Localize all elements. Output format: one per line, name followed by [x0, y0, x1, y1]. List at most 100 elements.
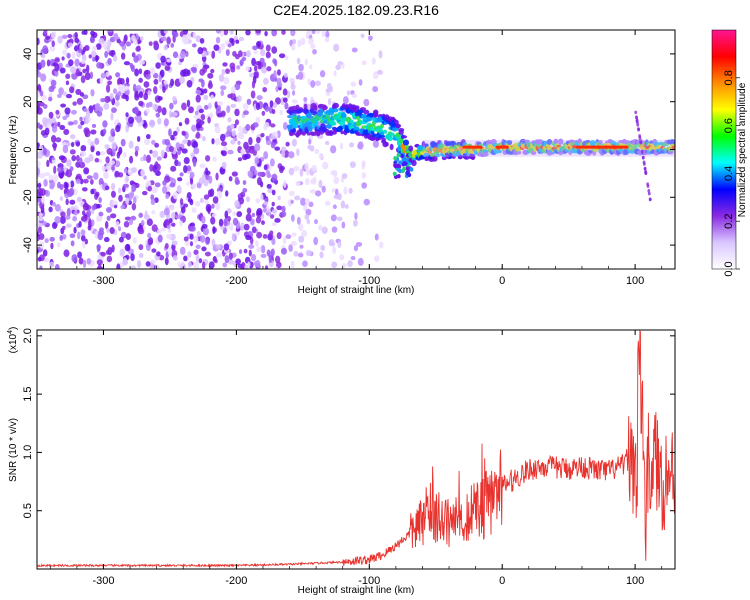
noise-cell [266, 249, 271, 257]
noise-cell [178, 76, 186, 84]
noise-cell [65, 198, 69, 206]
noise-cell [211, 238, 216, 247]
spectrogram-cells [37, 30, 675, 269]
noise-cell [106, 165, 112, 171]
noise-cell [37, 182, 42, 189]
noise-cell [363, 98, 370, 107]
noise-cell [86, 175, 93, 180]
noise-cell [82, 178, 89, 184]
noise-cell [115, 72, 121, 78]
noise-cell [167, 228, 172, 233]
noise-cell [177, 185, 182, 194]
noise-cell [120, 138, 126, 147]
noise-cell [302, 260, 308, 268]
noise-cell [94, 137, 100, 145]
noise-cell [343, 186, 348, 195]
noise-cell [37, 256, 42, 262]
noise-cell [165, 193, 170, 200]
noise-cell [162, 185, 168, 194]
signal-cell [389, 143, 394, 151]
noise-cell [344, 204, 349, 210]
signal-cell [448, 152, 453, 159]
noise-cell [221, 161, 227, 169]
noise-cell [50, 117, 56, 124]
noise-cell [220, 141, 228, 147]
noise-cell [69, 199, 76, 205]
noise-cell [234, 200, 240, 208]
noise-cell [240, 191, 246, 198]
noise-cell [261, 110, 266, 116]
noise-cell [216, 30, 222, 34]
noise-cell [74, 37, 80, 44]
noise-cell [149, 261, 155, 269]
noise-cell [56, 242, 61, 248]
noise-cell [54, 264, 60, 269]
noise-cell [147, 232, 152, 239]
noise-cell [128, 116, 135, 124]
noise-cell [237, 132, 243, 139]
noise-cell [332, 169, 338, 178]
noise-cell [67, 42, 73, 48]
noise-cell [321, 30, 326, 37]
noise-cell [88, 105, 94, 114]
noise-cell [37, 160, 41, 168]
signal-cell [394, 123, 402, 129]
noise-cell [66, 52, 71, 59]
peak-core [575, 145, 629, 149]
noise-cell [186, 69, 191, 76]
noise-cell [227, 149, 234, 155]
y-tick-label: 1.5 [22, 386, 34, 401]
noise-cell [256, 207, 263, 216]
noise-cell [189, 241, 194, 247]
noise-cell [308, 201, 314, 208]
noise-cell [350, 90, 355, 95]
noise-cell [164, 257, 169, 266]
noise-cell [238, 249, 243, 255]
noise-cell [256, 177, 263, 186]
noise-cell [102, 120, 108, 128]
noise-cell [44, 127, 50, 136]
noise-cell [254, 157, 260, 165]
noise-cell [230, 139, 236, 145]
noise-cell [107, 246, 113, 256]
noise-cell [261, 220, 265, 225]
noise-cell [340, 177, 345, 183]
noise-cell [231, 38, 235, 46]
spectrogram-x-ticks: -300 -200 -100 0 100 [49, 30, 663, 287]
noise-cell [271, 109, 276, 115]
noise-cell [305, 178, 310, 186]
noise-cell [228, 176, 233, 182]
noise-cell [106, 255, 113, 263]
noise-cell [357, 141, 364, 150]
noise-cell [267, 208, 271, 217]
noise-cell [156, 156, 162, 161]
noise-cell [215, 36, 221, 44]
noise-cell [196, 118, 202, 124]
noise-cell [39, 265, 43, 269]
noise-cell [208, 175, 213, 184]
noise-cell [110, 128, 116, 137]
noise-cell [330, 214, 337, 222]
noise-cell [77, 251, 83, 259]
noise-cell [174, 159, 179, 167]
noise-cell [107, 57, 112, 65]
signal-cell [387, 135, 393, 142]
noise-cell [152, 150, 159, 158]
noise-cell [99, 76, 104, 85]
noise-cell [106, 215, 111, 221]
noise-cell [145, 261, 151, 267]
noise-cell [358, 79, 363, 86]
noise-cell [226, 105, 231, 114]
noise-cell [91, 45, 98, 51]
noise-cell [170, 134, 175, 141]
noise-cell [255, 102, 261, 111]
noise-cell [252, 122, 259, 128]
noise-cell [145, 154, 151, 163]
signal-cell [435, 153, 440, 158]
noise-cell [50, 79, 57, 87]
signal-cell [517, 150, 522, 155]
noise-cell [59, 67, 66, 74]
noise-cell [288, 244, 293, 252]
noise-cell [62, 144, 69, 154]
noise-cell [145, 108, 150, 114]
